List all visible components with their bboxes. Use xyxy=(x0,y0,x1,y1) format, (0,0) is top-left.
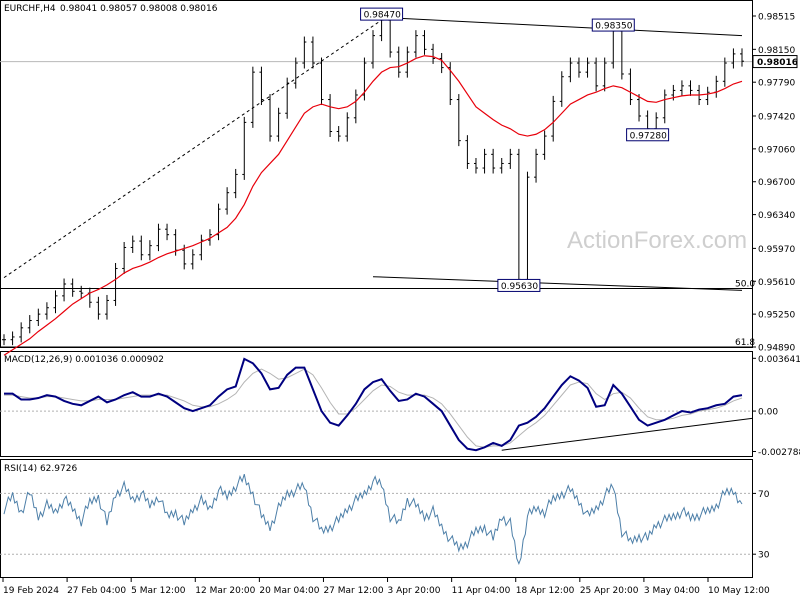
price-tick-label: 0.96340 xyxy=(758,211,795,221)
annotation-box xyxy=(497,278,541,292)
macd-panel-frame xyxy=(0,351,753,457)
price-tick-label: 0.97790 xyxy=(758,79,795,89)
macd-axis: 0.003641 0.00 -0.002788 xyxy=(752,355,800,458)
trendline xyxy=(3,19,382,279)
time-tick-label: 18 Apr 12:00 xyxy=(516,586,575,596)
time-tick-label: 27 Feb 04:00 xyxy=(67,586,126,596)
price-tick-label: 0.97420 xyxy=(758,112,795,122)
time-axis: 19 Feb 2024 27 Feb 04:00 5 Mar 12:00 12 Mar… xyxy=(2,578,770,596)
rsi-panel-title: RSI(14) 62.9726 xyxy=(4,464,77,474)
macd-tick-label: -0.002788 xyxy=(758,448,800,458)
macd-line xyxy=(4,357,743,452)
level-label: 50.0 xyxy=(735,280,755,290)
macd-tick-label: 0.00 xyxy=(758,408,778,418)
annotation-box xyxy=(591,18,635,32)
price-tick-label: 0.97060 xyxy=(758,145,795,155)
time-tick-label: 12 Mar 20:00 xyxy=(195,586,255,596)
moving-average-line xyxy=(3,55,743,356)
macd-panel-title: MACD(12,26,9) 0.001036 0.000902 xyxy=(4,355,164,365)
price-tick-label: 0.98515 xyxy=(758,13,795,23)
macd-trendline xyxy=(501,417,753,451)
rsi-panel-frame xyxy=(0,459,753,578)
price-tick-label: 0.95970 xyxy=(758,245,795,255)
last-price-label: 0.98016 xyxy=(757,58,798,68)
level-label: 61.8 xyxy=(735,338,755,348)
trendline xyxy=(381,16,743,37)
rsi-line xyxy=(3,473,743,565)
rsi-tick-label: 70 xyxy=(758,490,770,500)
annotation-label: 0.95630 xyxy=(501,282,538,292)
price-tick-label: 0.95250 xyxy=(758,311,795,321)
price-tick-label: 0.98150 xyxy=(758,46,795,56)
time-tick-label: 5 Mar 12:00 xyxy=(131,586,186,596)
watermark: ActionForex.com xyxy=(567,227,747,254)
price-tick-label: 0.95610 xyxy=(758,278,795,288)
rsi-axis: 70 30 xyxy=(752,490,770,561)
macd-signal-line xyxy=(4,368,743,448)
price-tick-label: 0.94890 xyxy=(758,344,795,354)
annotation-label: 0.98350 xyxy=(595,22,632,32)
time-tick-label: 10 May 12:00 xyxy=(708,586,770,596)
annotation-box xyxy=(360,7,404,21)
price-panel-title: EURCHF,H4 xyxy=(4,4,56,14)
price-tick-label: 0.96700 xyxy=(758,178,795,188)
macd-tick-label: 0.003641 xyxy=(758,355,800,365)
price-panel-frame xyxy=(0,0,753,348)
time-tick-label: 20 Mar 04:00 xyxy=(259,586,319,596)
annotation-label: 0.98470 xyxy=(364,11,401,21)
time-tick-label: 3 May 04:00 xyxy=(644,586,700,596)
time-tick-label: 19 Feb 2024 xyxy=(3,586,59,596)
price-axis: 0.98515 0.98150 0.97790 0.97420 0.97060 0.967… xyxy=(752,13,798,354)
annotation-box xyxy=(626,128,670,142)
last-price-box xyxy=(752,55,798,69)
time-tick-label: 11 Apr 04:00 xyxy=(452,586,511,596)
price-ohlc-values: 0.98041 0.98057 0.98008 0.98016 xyxy=(60,4,218,14)
time-tick-label: 25 Apr 20:00 xyxy=(580,586,639,596)
time-tick-label: 3 Apr 20:00 xyxy=(388,586,441,596)
trendline xyxy=(372,276,743,291)
annotation-label: 0.97280 xyxy=(630,131,667,141)
rsi-tick-label: 30 xyxy=(758,551,770,561)
rsi-layer xyxy=(0,473,752,565)
macd-layer xyxy=(0,357,753,452)
time-tick-label: 27 Mar 12:00 xyxy=(323,586,383,596)
price-layer: 50.0 61.8 0.98470 0.98350 0.97280 0.95630 xyxy=(0,7,755,356)
